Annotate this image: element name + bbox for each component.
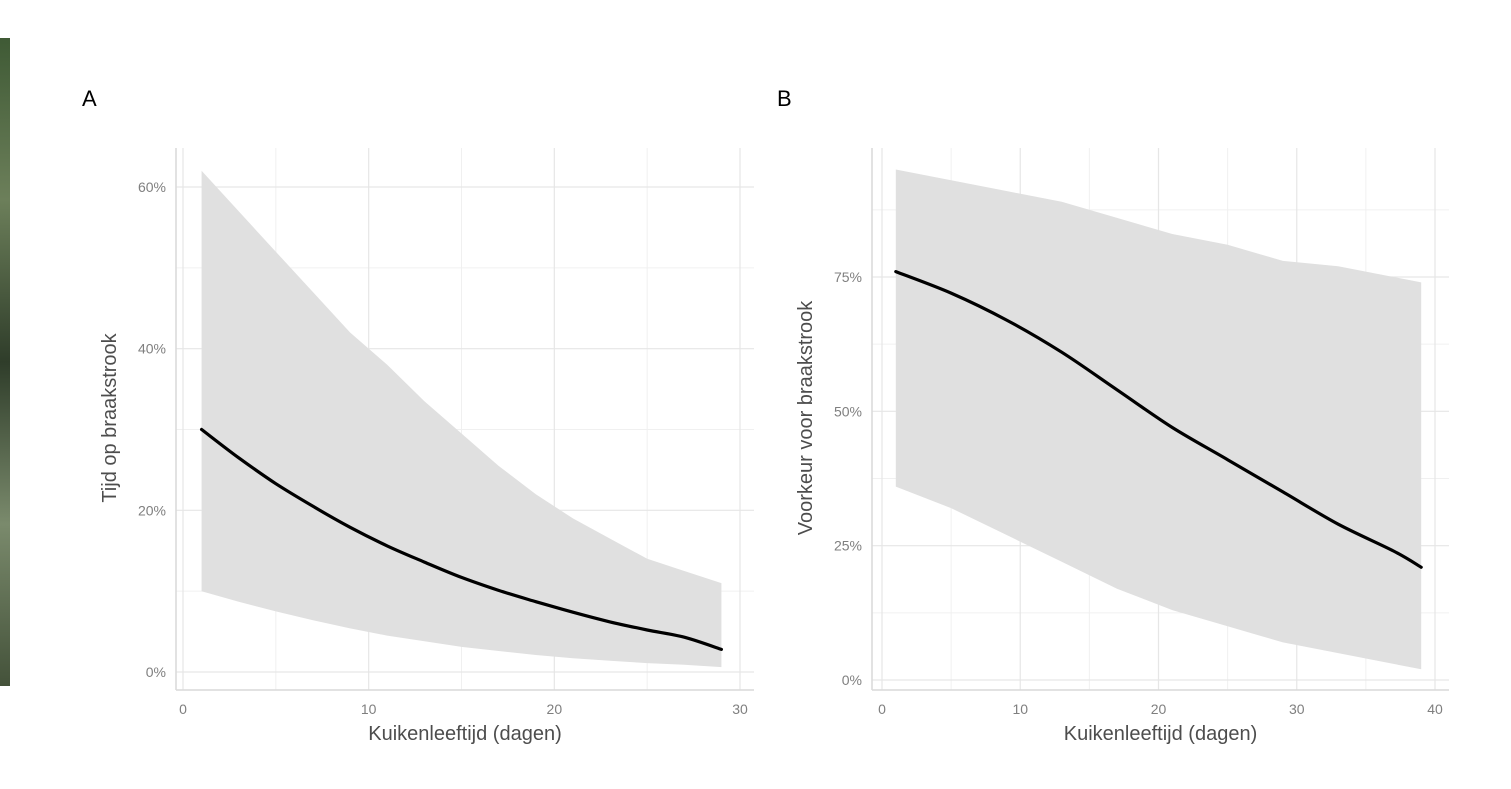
confidence-band [201,170,722,668]
y-tick-label: 40% [138,341,166,357]
x-tick-label: 0 [878,701,886,717]
y-tick-label: 60% [138,179,166,195]
x-tick-label: 40 [1427,701,1443,717]
chart-panel-a: 0 10 20 30 0% 20% 40% 60% Kuikenleeftijd (dagen)… [82,86,754,745]
x-tick-label: 30 [1289,701,1305,717]
chart-panel-b: 0 10 20 30 40 0% 25% 50% 75% Kuikenleeftijd (dage… [777,86,1449,745]
y-tick-label: 50% [834,403,862,419]
y-tick-label: 0% [842,672,862,688]
x-tick-label: 10 [361,701,377,717]
y-tick-label: 25% [834,538,862,554]
x-axis-title: Kuikenleeftijd (dagen) [1064,723,1257,745]
y-tick-label: 75% [834,269,862,285]
x-tick-label: 0 [179,701,187,717]
panel-label: B [777,86,792,111]
x-tick-label: 20 [1151,701,1167,717]
x-tick-label: 30 [732,701,748,717]
fit-line [200,427,723,651]
fit-line [894,270,1423,569]
background-photo-strip [0,38,10,686]
x-axis-title: Kuikenleeftijd (dagen) [368,723,561,745]
y-axis-title: Tijd op braakstrook [99,332,121,502]
panel-label: A [82,86,97,111]
y-tick-label: 20% [138,502,166,518]
y-axis-title: Voorkeur voor braakstrook [795,300,817,536]
x-tick-label: 10 [1012,701,1028,717]
x-tick-label: 20 [547,701,563,717]
y-tick-label: 0% [146,664,166,680]
